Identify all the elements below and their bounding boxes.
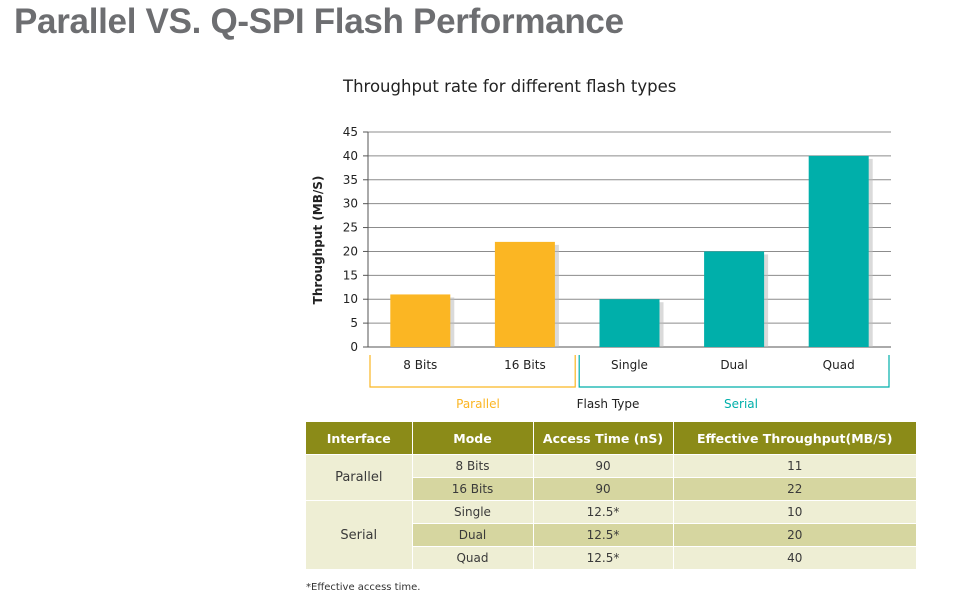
header-throughput: Effective Throughput(MB/S) <box>673 422 916 455</box>
x-tick-label: Dual <box>720 358 748 372</box>
bar-dual <box>704 251 765 347</box>
interface-cell: Parallel <box>306 454 413 501</box>
group-label-serial: Serial <box>724 397 758 411</box>
x-axis-label: Flash Type <box>577 397 640 411</box>
y-tick-label: 0 <box>350 340 358 354</box>
table-row: Dual 12.5* 20 <box>306 523 916 547</box>
throughput-cell: 11 <box>673 454 916 478</box>
mode-cell: Single <box>412 500 534 524</box>
table-row: Quad 12.5* 40 <box>306 546 916 569</box>
throughput-bar-chart: Throughput rate for different flash type… <box>311 77 891 411</box>
header-access-time: Access Time (nS) <box>533 422 674 455</box>
table-row: Parallel 8 Bits 90 11 <box>306 454 916 501</box>
table-row: Serial Single 12.5* 10 <box>306 500 916 569</box>
group-bracket-parallel <box>369 355 576 388</box>
x-tick-label: Single <box>611 358 648 372</box>
mode-cell: 8 Bits <box>412 454 534 478</box>
bar-quad <box>808 155 869 347</box>
access-cell: 12.5* <box>533 500 674 524</box>
throughput-cell: 40 <box>673 546 916 569</box>
y-tick-label: 35 <box>343 173 358 187</box>
mode-cell: Dual <box>412 523 534 547</box>
x-tick-label: Quad <box>823 358 855 372</box>
y-tick-label: 10 <box>343 292 358 306</box>
slide-title: Parallel VS. Q-SPI Flash Performance <box>14 2 624 41</box>
bar-16-bits <box>494 241 555 347</box>
bar-single <box>599 299 660 347</box>
access-cell: 12.5* <box>533 546 674 569</box>
throughput-cell: 22 <box>673 477 916 501</box>
performance-table: Interface Mode Access Time (nS) Effectiv… <box>306 422 916 569</box>
bar-8-bits <box>390 294 451 347</box>
y-tick-label: 45 <box>343 125 358 139</box>
mode-cell: Quad <box>412 546 534 569</box>
y-tick-label: 5 <box>350 316 358 330</box>
access-cell: 90 <box>533 454 674 478</box>
chart-title: Throughput rate for different flash type… <box>342 77 676 96</box>
x-tick-label: 8 Bits <box>403 358 437 372</box>
footnote: *Effective access time. <box>306 582 421 593</box>
table-header-row: Interface Mode Access Time (nS) Effectiv… <box>306 422 916 455</box>
header-interface: Interface <box>306 422 413 455</box>
y-tick-label: 25 <box>343 221 358 235</box>
throughput-cell: 20 <box>673 523 916 547</box>
x-tick-label: 16 Bits <box>504 358 546 372</box>
group-label-parallel: Parallel <box>456 397 500 411</box>
y-tick-label: 30 <box>343 197 358 211</box>
y-axis-label: Throughput (MB/S) <box>311 176 325 305</box>
y-tick-label: 20 <box>343 244 358 258</box>
table-row: 16 Bits 90 22 <box>306 477 916 501</box>
mode-cell: 16 Bits <box>412 477 534 501</box>
access-cell: 12.5* <box>533 523 674 547</box>
group-bracket-serial <box>578 355 890 388</box>
header-mode: Mode <box>412 422 534 455</box>
y-tick-label: 15 <box>343 268 358 282</box>
throughput-cell: 10 <box>673 500 916 524</box>
access-cell: 90 <box>533 477 674 501</box>
interface-cell: Serial <box>306 500 413 569</box>
y-tick-label: 40 <box>343 149 358 163</box>
